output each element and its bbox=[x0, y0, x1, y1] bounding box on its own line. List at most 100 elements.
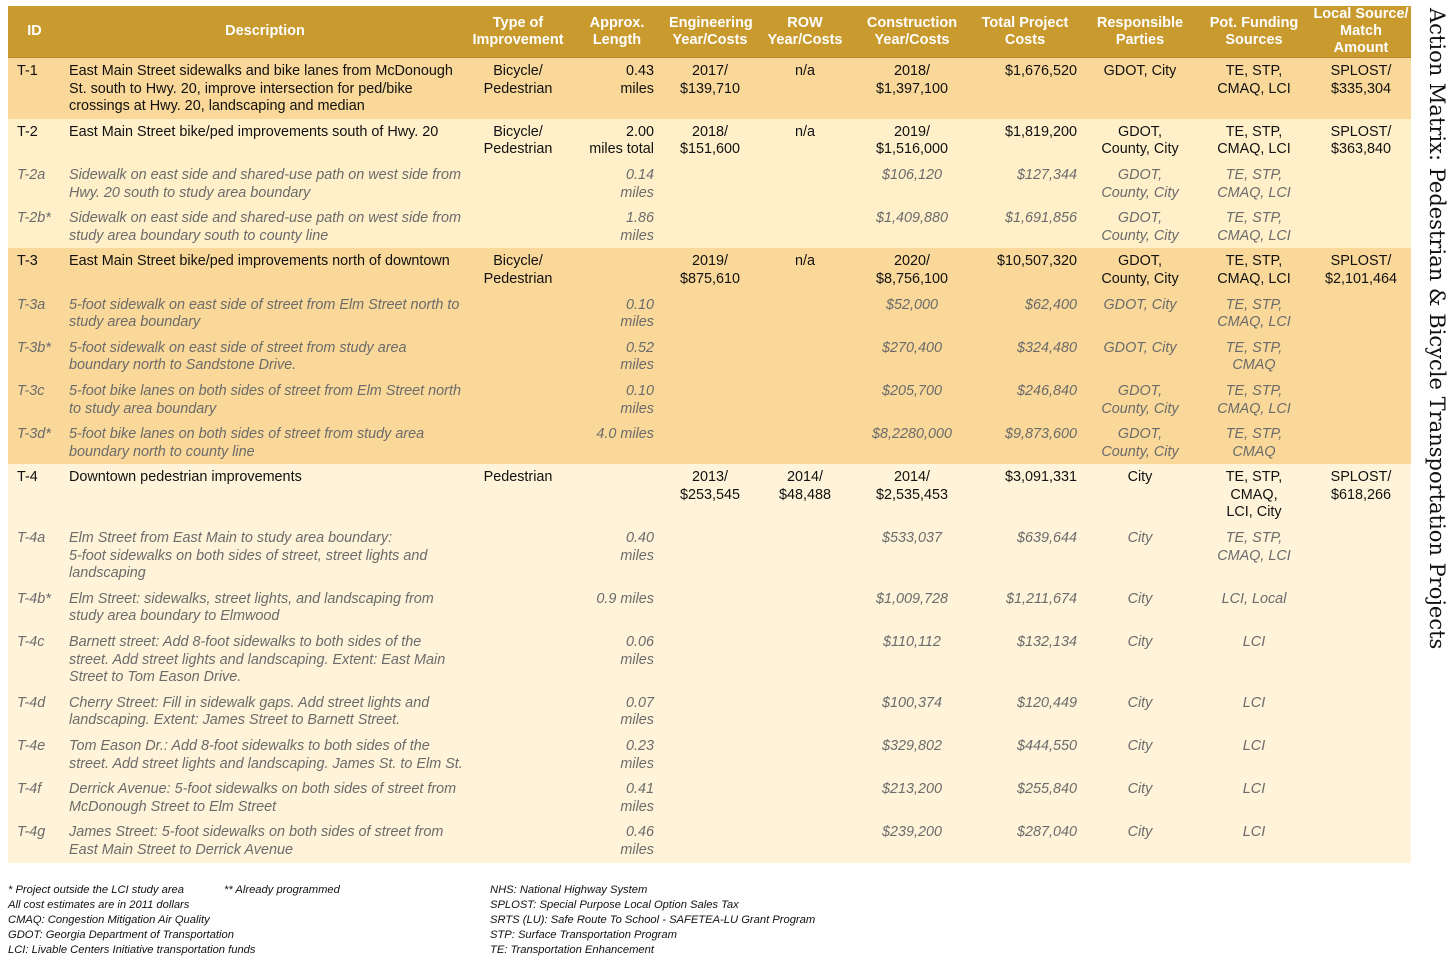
footer-note-line: SRTS (LU): Safe Route To School - SAFETE… bbox=[490, 914, 816, 927]
cell-funding-line: LCI, City bbox=[1226, 504, 1282, 521]
cell-funding-line: LCI, Local bbox=[1221, 590, 1287, 607]
cell-engineering bbox=[667, 161, 753, 206]
cell-funding-line: LCI bbox=[1242, 634, 1266, 651]
cell-length-line: 4.0 miles bbox=[596, 426, 654, 443]
cell-id: T-3d* bbox=[8, 421, 61, 465]
table-row: T-4f Derrick Avenue: 5-foot sidewalks on … bbox=[8, 776, 1411, 820]
cell-local-source-line: $363,840 bbox=[1330, 141, 1392, 158]
cell-construction: 2014/$2,535,453 bbox=[857, 464, 967, 526]
cell-responsible: City bbox=[1083, 525, 1197, 586]
cell-length-line: miles bbox=[620, 184, 654, 201]
side-title: Action Matrix: Pedestrian & Bicycle Tran… bbox=[1425, 8, 1449, 650]
cell-construction-line: $100,374 bbox=[881, 694, 943, 711]
header-type: Type of Improvement bbox=[469, 6, 567, 58]
cell-total-cost: $132,134 bbox=[967, 629, 1083, 690]
table-body: T-1 East Main Street sidewalks and bike l… bbox=[8, 57, 1411, 863]
cell-responsible-line: GDOT, City bbox=[1103, 296, 1177, 313]
cell-length: 0.07 miles bbox=[567, 689, 667, 733]
cell-construction: $1,409,880 bbox=[857, 205, 967, 249]
cell-construction-line: $52,000 bbox=[885, 296, 939, 313]
cell-total-cost: $1,676,520 bbox=[967, 57, 1083, 119]
header-row: ID Description Type of Improvement Approx… bbox=[8, 6, 1411, 58]
cell-construction: $1,009,728 bbox=[857, 585, 967, 630]
cell-engineering bbox=[667, 689, 753, 733]
cell-funding: TE, STP, CMAQ, LCI bbox=[1197, 205, 1311, 249]
cell-construction-line: $8,2280,000 bbox=[871, 426, 953, 443]
cell-funding-line: TE, STP, bbox=[1225, 166, 1283, 183]
cell-construction-line: $533,037 bbox=[881, 530, 943, 547]
cell-funding-line: LCI bbox=[1242, 781, 1266, 798]
cell-id: T-4g bbox=[8, 819, 61, 863]
cell-row-costs-line: $48,488 bbox=[778, 486, 832, 503]
cell-description: Sidewalk on east side and shared-use pat… bbox=[61, 205, 469, 249]
cell-construction: $110,112 bbox=[857, 629, 967, 690]
cell-description: Elm Street from East Main to study area … bbox=[61, 525, 469, 586]
cell-engineering bbox=[667, 629, 753, 690]
cell-id: T-3 bbox=[8, 248, 61, 292]
cell-responsible-line: City bbox=[1127, 634, 1153, 651]
cell-construction-line: $270,400 bbox=[881, 339, 943, 356]
cell-length-line: 0.43 bbox=[625, 63, 654, 79]
cell-row-costs-line: n/a bbox=[794, 253, 815, 270]
cell-length-line: miles bbox=[620, 400, 654, 417]
footer-note-line: All cost estimates are in 2011 dollars bbox=[8, 899, 190, 912]
cell-local-source bbox=[1311, 585, 1411, 630]
cell-responsible-line: GDOT, bbox=[1118, 253, 1162, 270]
cell-length bbox=[567, 248, 667, 292]
cell-description: James Street: 5-foot sidewalks on both s… bbox=[61, 819, 469, 863]
cell-type bbox=[469, 291, 567, 335]
cell-engineering bbox=[667, 334, 753, 378]
footer-right-column: NHS: National Highway System SPLOST: Spe… bbox=[490, 883, 1090, 958]
cell-row-costs bbox=[753, 334, 857, 378]
cell-construction-line: $1,009,728 bbox=[875, 590, 949, 607]
cell-responsible-line: City bbox=[1127, 590, 1153, 607]
cell-funding: LCI bbox=[1197, 629, 1311, 690]
cell-construction: $100,374 bbox=[857, 689, 967, 733]
cell-id: T-2 bbox=[8, 118, 61, 162]
cell-type bbox=[469, 205, 567, 249]
cell-construction-line: $239,200 bbox=[881, 824, 943, 841]
table-row: T-4a Elm Street from East Main to study a… bbox=[8, 525, 1411, 586]
cell-total-cost: $246,840 bbox=[967, 377, 1083, 422]
table-row: T-2b* Sidewalk on east side and shared-us… bbox=[8, 205, 1411, 249]
header-row: ROW Year/Costs bbox=[753, 6, 857, 58]
cell-id: T-1 bbox=[8, 57, 61, 119]
cell-funding: TE, STP, CMAQ, LCI bbox=[1197, 525, 1311, 586]
cell-row-costs bbox=[753, 629, 857, 690]
cell-responsible-line: City bbox=[1127, 824, 1153, 841]
cell-funding-line: LCI bbox=[1242, 694, 1266, 711]
header-description: Description bbox=[61, 6, 469, 58]
header-construction: Construction Year/Costs bbox=[857, 6, 967, 58]
cell-funding: LCI, Local bbox=[1197, 585, 1311, 630]
cell-funding-line: CMAQ, LCI bbox=[1217, 184, 1291, 201]
cell-length-line: 0.52 bbox=[625, 339, 654, 356]
cell-funding-line: LCI bbox=[1242, 738, 1266, 754]
cell-row-costs bbox=[753, 733, 857, 777]
cell-funding: TE, STP, CMAQ bbox=[1197, 421, 1311, 465]
header-id: ID bbox=[8, 6, 61, 58]
cell-local-source bbox=[1311, 377, 1411, 422]
cell-length-line: 0.14 bbox=[625, 166, 654, 183]
cell-length-line: 0.06 bbox=[625, 634, 654, 651]
cell-total-cost: $3,091,331 bbox=[967, 464, 1083, 526]
cell-type-line: Pedestrian bbox=[483, 270, 553, 287]
header-length: Approx. Length bbox=[567, 6, 667, 58]
cell-id: T-2b* bbox=[8, 205, 61, 249]
cell-funding-line: CMAQ, LCI bbox=[1217, 547, 1291, 564]
cell-construction-line: $8,756,100 bbox=[875, 270, 949, 287]
cell-description: Downtown pedestrian improvements bbox=[61, 464, 469, 526]
cell-funding-line: LCI bbox=[1242, 824, 1266, 841]
cell-construction: $106,120 bbox=[857, 161, 967, 206]
cell-responsible-line: GDOT, bbox=[1117, 166, 1163, 183]
cell-local-source: SPLOST/$618,266 bbox=[1311, 464, 1411, 526]
header-responsible: Responsible Parties bbox=[1083, 6, 1197, 58]
cell-type: Bicycle/Pedestrian bbox=[469, 248, 567, 292]
cell-construction-line: 2020/ bbox=[893, 253, 930, 270]
cell-length-line: 0.41 bbox=[625, 781, 654, 798]
cell-funding-line: TE, STP, bbox=[1225, 63, 1283, 79]
cell-total-cost: $1,691,856 bbox=[967, 205, 1083, 249]
cell-responsible: GDOT, County, City bbox=[1083, 421, 1197, 465]
cell-length-line: miles bbox=[620, 80, 654, 97]
cell-id: T-4b* bbox=[8, 585, 61, 630]
cell-engineering bbox=[667, 525, 753, 586]
